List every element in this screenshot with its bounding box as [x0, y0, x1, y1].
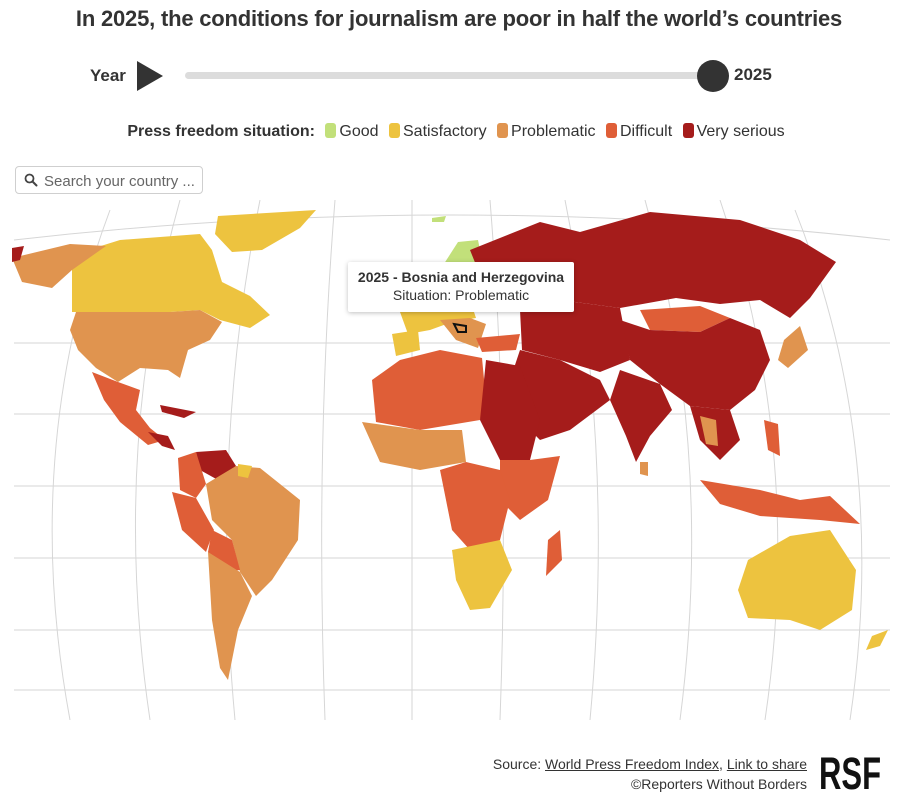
- country-central-africa[interactable]: [440, 462, 510, 550]
- country-madagascar[interactable]: [546, 530, 562, 576]
- country-peru[interactable]: [172, 492, 214, 552]
- year-slider-thumb[interactable]: [697, 60, 729, 92]
- country-iberia[interactable]: [392, 330, 420, 356]
- legend-label: Good: [339, 123, 379, 140]
- country-thailand[interactable]: [700, 416, 718, 446]
- country-china[interactable]: [620, 318, 770, 410]
- legend-label: Problematic: [511, 123, 596, 140]
- country-argentina-chile[interactable]: [208, 552, 252, 680]
- year-value: 2025: [734, 65, 772, 84]
- year-slider-track[interactable]: [185, 72, 713, 79]
- legend-item-very-serious[interactable]: Very serious: [682, 123, 785, 140]
- country-canada[interactable]: [72, 234, 270, 328]
- legend-item-satisfactory[interactable]: Satisfactory: [389, 123, 487, 140]
- source-link[interactable]: World Press Freedom Index: [545, 756, 720, 772]
- country-philippines[interactable]: [764, 420, 780, 456]
- rsf-logo-text: RSF: [819, 749, 881, 793]
- country-iceland[interactable]: [432, 216, 446, 222]
- country-mexico[interactable]: [92, 372, 165, 445]
- source-line: Source: World Press Freedom Index, Link …: [493, 754, 807, 774]
- country-central-asia[interactable]: [520, 300, 630, 372]
- search-icon: [24, 173, 38, 187]
- play-button[interactable]: [137, 61, 163, 91]
- country-southern-africa[interactable]: [452, 540, 512, 610]
- legend-item-difficult[interactable]: Difficult: [605, 123, 673, 140]
- country-turkey[interactable]: [476, 334, 520, 352]
- tooltip-situation: Situation: Problematic: [392, 287, 530, 303]
- country-india[interactable]: [610, 370, 672, 462]
- legend-item-good[interactable]: Good: [325, 123, 379, 140]
- search-input[interactable]: [42, 169, 202, 193]
- country-australia[interactable]: [738, 530, 856, 630]
- country-sri-lanka[interactable]: [640, 462, 648, 476]
- country-north-africa[interactable]: [372, 350, 486, 430]
- country-egypt-sudan[interactable]: [480, 360, 540, 460]
- country-east-africa[interactable]: [500, 456, 560, 520]
- footer: Source: World Press Freedom Index, Link …: [493, 754, 807, 794]
- legend-swatch: [389, 123, 400, 138]
- tooltip-title: 2025 - Bosnia and Herzegovina: [357, 269, 565, 285]
- legend-title: Press freedom situation:: [127, 123, 315, 140]
- country-bosnia-and-herzegovina[interactable]: [452, 322, 467, 333]
- legend-swatch: [682, 123, 694, 138]
- country-west-africa[interactable]: [362, 422, 466, 470]
- legend-item-problematic[interactable]: Problematic: [497, 123, 596, 140]
- legend-label: Difficult: [619, 123, 673, 140]
- legend-label: Very serious: [696, 123, 785, 140]
- legend: Press freedom situation: Good Satisfacto…: [0, 123, 918, 141]
- country-tooltip: 2025 - Bosnia and Herzegovina Situation:…: [348, 262, 574, 312]
- rsf-logo: RSF: [819, 749, 881, 793]
- share-link[interactable]: Link to share: [726, 756, 807, 772]
- legend-swatch: [605, 123, 617, 138]
- country-indonesia[interactable]: [700, 480, 860, 524]
- country-mongolia[interactable]: [640, 306, 730, 332]
- chart-title: In 2025, the conditions for journalism a…: [75, 6, 843, 31]
- legend-label: Satisfactory: [403, 123, 487, 140]
- copyright: ©Reporters Without Borders: [630, 776, 807, 792]
- country-colombia[interactable]: [178, 452, 206, 498]
- search-box[interactable]: [15, 166, 203, 194]
- country-brazil[interactable]: [206, 466, 300, 596]
- country-greenland[interactable]: [215, 210, 316, 252]
- country-new-zealand[interactable]: [866, 630, 888, 650]
- country-central-america[interactable]: [148, 432, 175, 450]
- country-russia-far-east[interactable]: [12, 246, 24, 262]
- year-label: Year: [90, 66, 126, 85]
- source-separator: ,: [719, 756, 723, 772]
- country-cuba[interactable]: [160, 405, 196, 418]
- country-guyana[interactable]: [238, 464, 252, 478]
- legend-swatch: [497, 123, 509, 138]
- country-alaska[interactable]: [12, 244, 106, 288]
- country-japan[interactable]: [778, 326, 808, 368]
- legend-swatch: [325, 123, 337, 138]
- source-prefix: Source:: [492, 756, 542, 772]
- country-united-states[interactable]: [70, 310, 222, 382]
